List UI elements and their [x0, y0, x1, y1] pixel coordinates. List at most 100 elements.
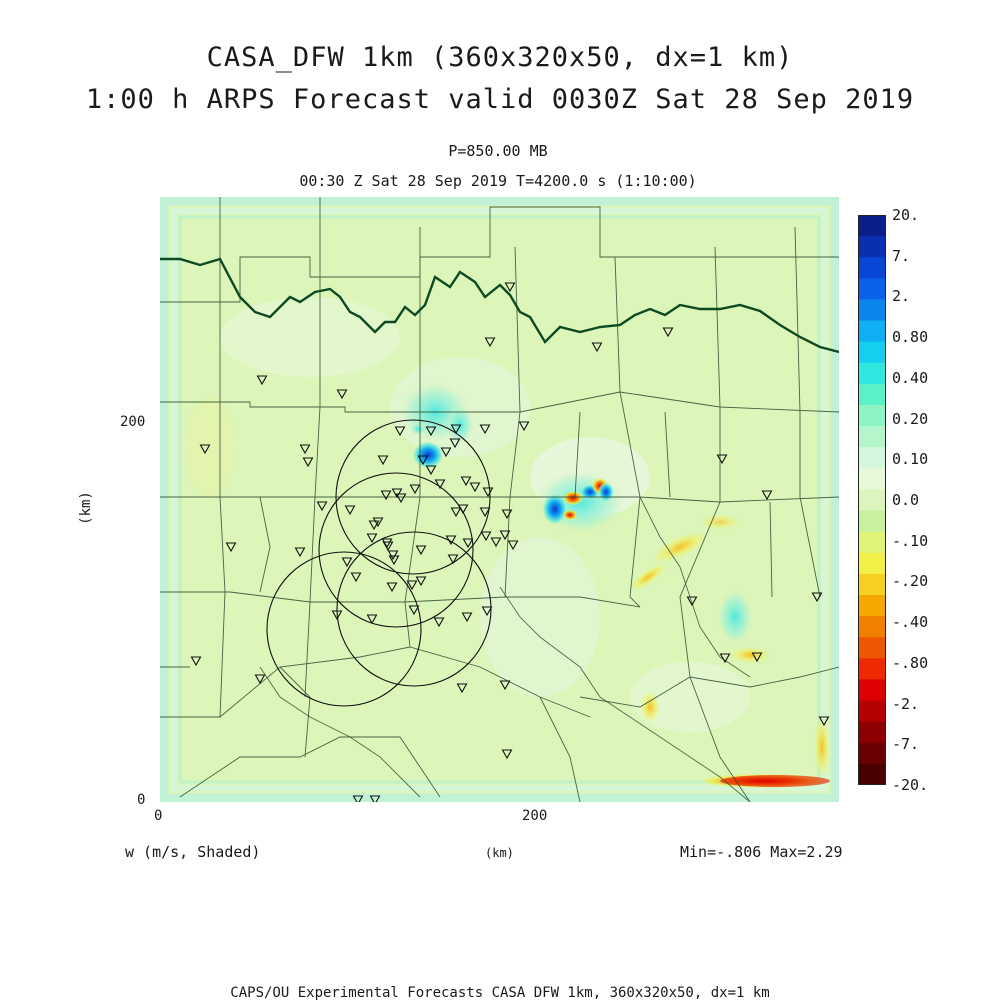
- station-marker: [199, 444, 211, 455]
- colorbar-label: 0.40: [892, 368, 929, 387]
- station-marker: [445, 535, 457, 546]
- station-marker: [350, 572, 362, 583]
- station-marker: [387, 550, 399, 561]
- station-marker: [316, 501, 328, 512]
- x-tick-200: 200: [522, 808, 548, 824]
- station-marker: [352, 795, 364, 802]
- station-marker: [380, 490, 392, 501]
- colorbar-swatch: [858, 236, 886, 258]
- colorbar-swatch: [858, 616, 886, 638]
- colorbar-swatch: [858, 362, 886, 385]
- station-marker: [450, 424, 462, 435]
- forecast-map: [160, 197, 839, 802]
- colorbar-label: -2.: [892, 694, 920, 713]
- station-marker: [662, 327, 674, 338]
- colorbar-swatch: [858, 763, 886, 785]
- station-marker: [382, 541, 394, 552]
- station-marker: [490, 537, 502, 548]
- station-marker: [761, 490, 773, 501]
- colorbar-swatch: [858, 531, 886, 554]
- station-marker: [461, 612, 473, 623]
- radar-ring-2: [318, 472, 474, 628]
- x-axis-label: (km): [485, 846, 514, 860]
- station-marker: [457, 504, 469, 515]
- station-marker: [434, 479, 446, 490]
- updraft-core-north: [412, 441, 444, 469]
- station-marker: [225, 542, 237, 553]
- colorbar-label: -.40: [892, 613, 929, 632]
- colorbar-label: 0.0: [892, 491, 920, 509]
- station-marker: [811, 592, 823, 603]
- station-marker: [518, 421, 530, 432]
- station-marker: [395, 493, 407, 504]
- station-marker: [449, 438, 461, 449]
- field-label: w (m/s, Shaded): [125, 843, 261, 861]
- station-marker: [501, 509, 513, 520]
- colorbar-swatch: [858, 299, 886, 322]
- footer-credit: CAPS/OU Experimental Forecasts CASA DFW …: [230, 985, 770, 1001]
- colorbar-swatch: [858, 679, 886, 702]
- station-marker: [507, 540, 519, 551]
- station-marker: [341, 557, 353, 568]
- colorbar-swatch: [858, 215, 886, 237]
- station-marker: [368, 520, 380, 531]
- station-marker: [366, 533, 378, 544]
- station-marker: [190, 656, 202, 667]
- station-marker: [479, 424, 491, 435]
- station-marker: [369, 795, 381, 802]
- station-marker: [462, 538, 474, 549]
- station-marker: [480, 531, 492, 542]
- colorbar-border: [858, 215, 886, 785]
- colorbar-swatch: [858, 552, 886, 575]
- station-marker: [469, 482, 481, 493]
- station-marker: [591, 342, 603, 353]
- station-marker: [299, 444, 311, 455]
- chart-title-line1: CASA_DFW 1km (360x320x50, dx=1 km): [206, 42, 794, 73]
- colorbar-swatch: [858, 426, 886, 448]
- station-marker: [417, 455, 429, 466]
- colorbar-swatch: [858, 257, 886, 279]
- station-marker: [391, 488, 403, 499]
- station-marker: [381, 538, 393, 549]
- station-marker: [818, 716, 830, 727]
- station-marker: [716, 454, 728, 465]
- colorbar-label: -7.: [892, 735, 920, 754]
- colorbar-swatch: [858, 278, 886, 300]
- colorbar-label: 0.80: [892, 328, 929, 347]
- colorbar-label: 0.20: [892, 409, 929, 428]
- station-marker: [433, 617, 445, 628]
- station-marker: [386, 582, 398, 593]
- station-marker: [501, 749, 513, 760]
- y-tick-200: 200: [120, 414, 146, 430]
- station-marker: [408, 605, 420, 616]
- colorbar-label: 2.: [892, 287, 911, 306]
- min-max-stats: Min=-.806 Max=2.29: [680, 843, 843, 861]
- colorbar-swatch: [858, 510, 886, 533]
- colorbar-swatch: [858, 489, 886, 512]
- colorbar-label: -.10: [892, 531, 929, 550]
- station-marker: [456, 683, 468, 694]
- radar-ring-4: [266, 551, 422, 707]
- station-marker: [344, 505, 356, 516]
- colorbar-label: -20.: [892, 776, 929, 794]
- colorbar-swatch: [858, 341, 886, 364]
- colorbar-swatch: [858, 573, 886, 596]
- colorbar-label: -.20: [892, 572, 929, 591]
- station-marker: [481, 606, 493, 617]
- station-marker: [719, 653, 731, 664]
- x-tick-0: 0: [154, 808, 163, 824]
- colorbar-swatch: [858, 700, 886, 723]
- station-marker: [460, 476, 472, 487]
- valid-time-label: 00:30 Z Sat 28 Sep 2019 T=4200.0 s (1:10…: [299, 172, 697, 190]
- station-marker: [415, 545, 427, 556]
- boundary-zone: [160, 197, 839, 802]
- station-marker: [409, 484, 421, 495]
- station-marker: [499, 530, 511, 541]
- station-marker: [425, 465, 437, 476]
- station-marker: [366, 614, 378, 625]
- station-marker: [406, 580, 418, 591]
- colorbar-swatch: [858, 320, 886, 343]
- colorbar-swatch: [858, 637, 886, 659]
- station-marker: [336, 389, 348, 400]
- station-marker: [499, 680, 511, 691]
